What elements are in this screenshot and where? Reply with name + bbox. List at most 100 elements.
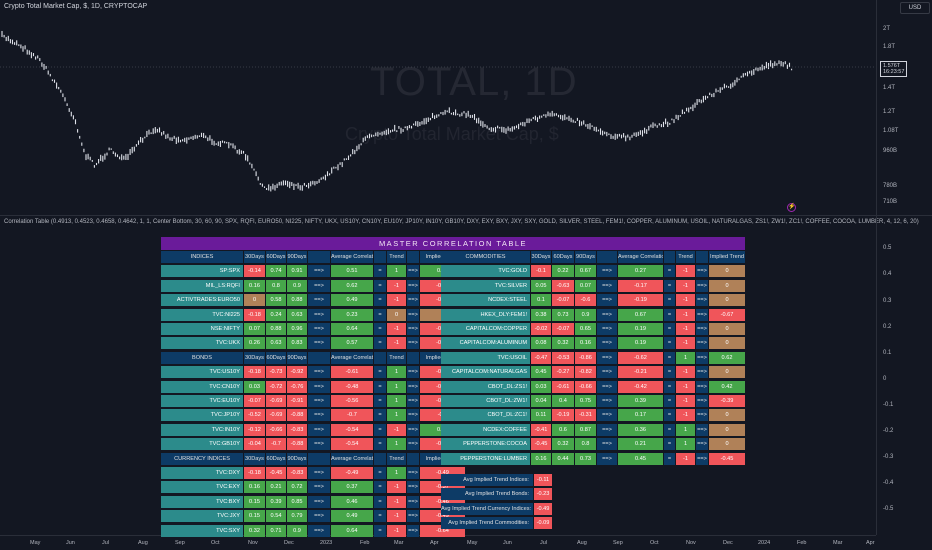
- d90-cell: -0.91: [287, 395, 307, 407]
- arrow-cell: ==>: [308, 395, 330, 407]
- column-header: 90Days: [575, 251, 596, 263]
- equals-cell: =: [374, 395, 386, 407]
- indicator-scale[interactable]: 0.5 0.4 0.3 0.2 0.1 0 -0.1 -0.2 -0.3 -0.…: [876, 216, 932, 535]
- arrow-cell: ==>: [597, 395, 617, 407]
- arrow-cell: ==>: [407, 467, 419, 479]
- price-scale-label: 960B: [883, 148, 898, 154]
- d90-cell: 0.88: [287, 294, 307, 307]
- arrow-cell: ==>: [308, 337, 330, 350]
- arrow-cell: ==>: [597, 265, 617, 278]
- column-header: Trend: [676, 251, 695, 263]
- indicator-scale-label: -0.5: [883, 506, 894, 512]
- indicator-scale-label: -0.2: [883, 428, 894, 434]
- main-pane-title[interactable]: Crypto Total Market Cap, $, 1D, CRYPTOCA…: [4, 3, 148, 10]
- d30-cell: -0.18: [244, 366, 265, 379]
- d60-cell: -0.07: [552, 294, 574, 307]
- d60-cell: -0.61: [552, 380, 574, 393]
- column-header: Implied Trend: [709, 251, 745, 263]
- implied-cell: 0: [709, 409, 745, 422]
- indicator-scale-label: 0.4: [883, 271, 892, 277]
- price-chart-canvas[interactable]: [0, 0, 876, 215]
- d90-cell: -0.83: [287, 423, 307, 436]
- equals-cell: =: [374, 380, 386, 393]
- d90-cell: 0.9: [287, 524, 307, 537]
- time-axis-label: Oct: [650, 540, 659, 546]
- arrow-cell: ==>: [308, 481, 330, 494]
- d30-cell: 0.15: [244, 510, 265, 523]
- column-header: [597, 251, 617, 263]
- avg-cell: -0.49: [331, 467, 373, 479]
- avg-cell: 0.36: [618, 423, 663, 436]
- column-header: [374, 351, 386, 364]
- d30-cell: -0.18: [244, 308, 265, 321]
- implied-cell: -0.45: [709, 452, 745, 465]
- indicator-scale-label: 0.2: [883, 324, 892, 330]
- arrow-cell: ==>: [597, 294, 617, 307]
- d30-cell: 0.05: [531, 279, 551, 292]
- arrow-cell: ==>: [407, 395, 419, 407]
- time-axis-label: Nov: [248, 540, 258, 546]
- implied-cell: 0: [709, 438, 745, 451]
- avg-cell: -0.48: [331, 380, 373, 393]
- lightning-icon[interactable]: ⚡: [787, 203, 796, 212]
- avg-cell: 0.27: [618, 265, 663, 278]
- price-scale-label: 1.4T: [883, 85, 896, 91]
- arrow-cell: ==>: [308, 366, 330, 379]
- currency-button[interactable]: USD: [900, 2, 930, 14]
- d30-cell: -0.12: [244, 423, 265, 436]
- column-header: 90Days: [287, 452, 307, 465]
- arrow-cell: ==>: [308, 409, 330, 422]
- time-axis-label: Nov: [686, 540, 696, 546]
- pane-separator[interactable]: [0, 215, 932, 216]
- equals-cell: =: [664, 395, 675, 407]
- d60-cell: 0.71: [266, 524, 286, 537]
- indicator-scale-label: 0.1: [883, 350, 892, 356]
- time-axis-label: Aug: [577, 540, 587, 546]
- column-header: 90Days: [287, 351, 307, 364]
- equals-cell: =: [664, 452, 675, 465]
- arrow-cell: ==>: [597, 323, 617, 335]
- arrow-cell: ==>: [696, 409, 708, 422]
- arrow-cell: ==>: [696, 380, 708, 393]
- symbol-cell: CBOT_DL:ZW1!: [441, 395, 530, 407]
- arrow-cell: ==>: [407, 423, 419, 436]
- avg-cell: 0.57: [331, 337, 373, 350]
- equals-cell: =: [374, 510, 386, 523]
- time-axis-label: Apr: [866, 540, 875, 546]
- d90-cell: -0.31: [575, 409, 596, 422]
- equals-cell: =: [664, 308, 675, 321]
- trend-cell: 1: [387, 265, 406, 278]
- arrow-cell: ==>: [696, 452, 708, 465]
- d60-cell: -0.19: [552, 409, 574, 422]
- d30-cell: 0.38: [531, 308, 551, 321]
- price-scale[interactable]: 2T 1.8T 1.4T 1.2T 1.08T 960B 780B 710B 1…: [876, 0, 932, 215]
- d30-cell: -0.04: [244, 438, 265, 451]
- time-axis[interactable]: May Jun Jul Aug Sep Oct Nov Dec 2023 Feb…: [0, 535, 876, 550]
- implied-cell: 0: [709, 279, 745, 292]
- d60-cell: -0.66: [266, 423, 286, 436]
- d90-cell: -0.82: [575, 366, 596, 379]
- equals-cell: =: [664, 265, 675, 278]
- column-header: Trend: [387, 251, 406, 263]
- trend-cell: -1: [676, 409, 695, 422]
- trend-cell: 1: [676, 351, 695, 364]
- arrow-cell: ==>: [308, 279, 330, 292]
- symbol-cell: NSE:NIFTY: [161, 323, 243, 335]
- symbol-cell: MIL_LS:RQFI: [161, 279, 243, 292]
- avg-cell: -0.62: [618, 351, 663, 364]
- symbol-cell: TVC:US10Y: [161, 366, 243, 379]
- symbol-cell: NCDEX:STEEL: [441, 294, 530, 307]
- time-axis-label: Jul: [540, 540, 548, 546]
- symbol-watermark: TOTAL, 1D: [370, 60, 578, 104]
- d90-cell: -0.83: [287, 467, 307, 479]
- summary-label: Avg Implied Trend Bonds:: [441, 488, 533, 501]
- price-scale-label: 1.8T: [883, 44, 896, 50]
- d60-cell: 0.32: [552, 438, 574, 451]
- column-header: 60Days: [552, 251, 574, 263]
- d90-cell: 0.85: [287, 495, 307, 508]
- indicator-title[interactable]: Correlation Table (0.4913, 0.4523, 0.465…: [4, 219, 919, 225]
- column-header: Average Correlation: [331, 452, 373, 465]
- column-header: 60Days: [266, 351, 286, 364]
- arrow-cell: ==>: [597, 438, 617, 451]
- equals-cell: =: [374, 409, 386, 422]
